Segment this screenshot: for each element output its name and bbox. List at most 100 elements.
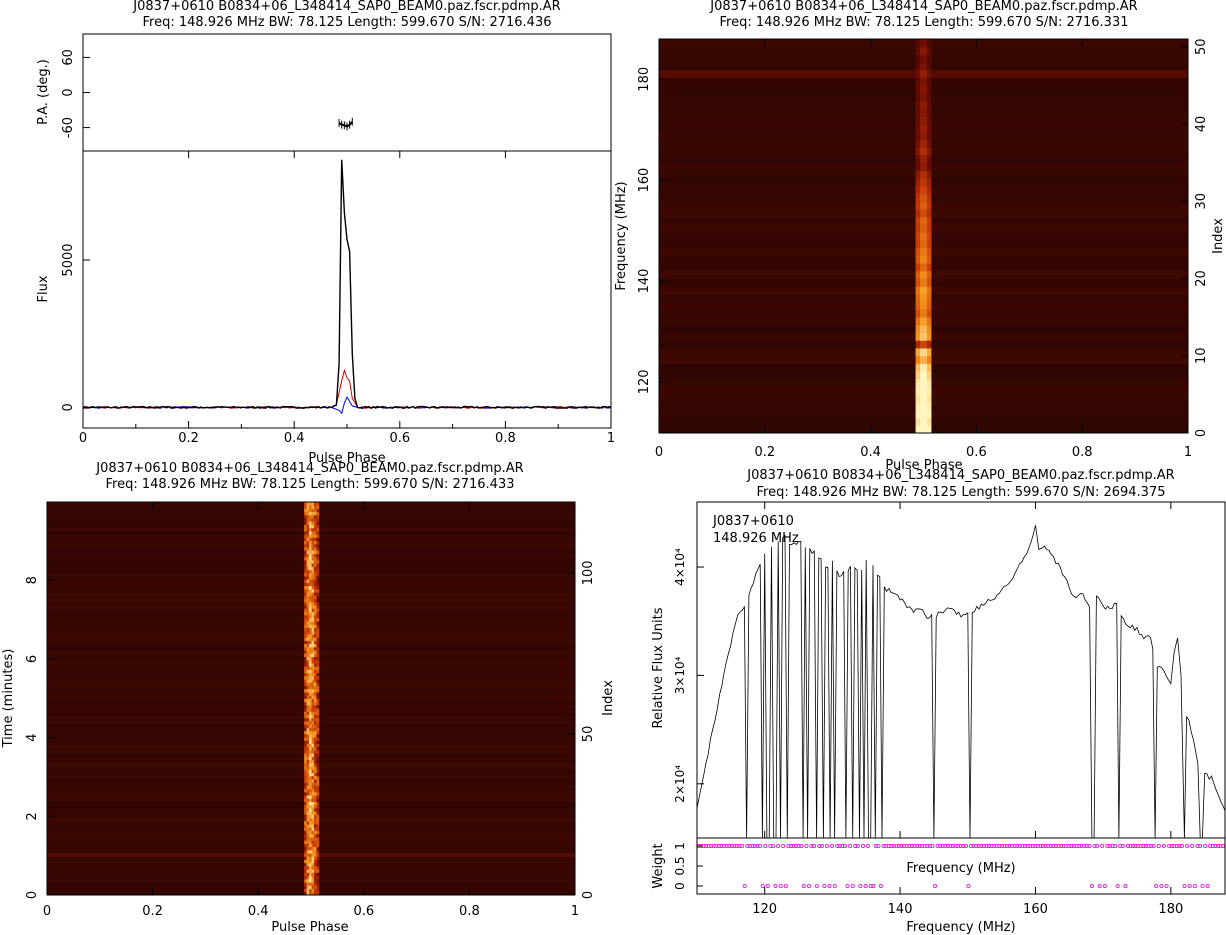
subint-pulse-cell — [311, 753, 315, 757]
subint-pulse-cell — [309, 608, 312, 612]
subint-pulse-cell — [304, 511, 307, 516]
weight-point — [706, 843, 711, 849]
subint-pulse-cell — [306, 502, 310, 506]
subint-pulse-cell — [313, 801, 317, 806]
subint-pulse-cell — [316, 843, 320, 848]
subint-pulse-cell — [313, 572, 317, 577]
subint-pulse-cell — [304, 875, 307, 880]
subint-pulse-cell — [304, 714, 307, 719]
weight-point — [1012, 843, 1017, 849]
channel-pulse-core — [920, 255, 927, 264]
subint-pulse-cell — [306, 682, 310, 687]
subint-pulse-cell — [316, 505, 320, 509]
weight-point — [1025, 843, 1030, 849]
pa-y-tick-label: 0 — [61, 88, 76, 96]
subint-pulse-cell — [313, 846, 317, 851]
subint-pulse-cell — [304, 556, 307, 561]
subint-pulse-cell — [306, 508, 310, 513]
subint-pulse-cell — [316, 808, 320, 812]
channel-pulse-core — [920, 116, 927, 125]
subint-pulse-cell — [313, 869, 317, 873]
subint-pulse-cell — [309, 750, 312, 754]
subint-pulse-cell — [311, 669, 315, 674]
subint-pulse-cell — [306, 811, 310, 815]
weight-point — [758, 843, 763, 849]
subint-pulse-cell — [306, 817, 310, 822]
subint-pulse-cell — [306, 862, 310, 867]
subint-pulse-cell — [304, 785, 307, 790]
subint-pulse-cell — [309, 869, 312, 873]
pt-x-tick-label: 0.8 — [459, 904, 480, 919]
subint-pulse-cell — [309, 833, 312, 838]
wt-x-tick-label: 140 — [888, 902, 913, 917]
profile-x-tick-label: 1 — [607, 431, 615, 446]
subint-pulse-cell — [304, 669, 307, 674]
subint-pulse-cell — [316, 849, 320, 854]
phase-time-pulse — [304, 502, 320, 896]
subint-pulse-cell — [304, 804, 307, 809]
channel-pulse-core — [920, 324, 927, 333]
weight-point — [1084, 843, 1089, 849]
subint-pulse-cell — [306, 666, 310, 670]
subint-pulse-cell — [311, 659, 315, 664]
weight-point — [1169, 843, 1174, 849]
subint-pulse-cell — [309, 711, 312, 716]
subint-pulse-cell — [316, 524, 320, 529]
subint-pulse-cell — [313, 502, 317, 506]
channel-pulse-core — [920, 394, 927, 403]
weight-point — [1120, 843, 1125, 849]
subint-pulse-cell — [304, 888, 307, 893]
subint-pulse-cell — [316, 530, 320, 535]
subint-pulse-cell — [306, 679, 310, 683]
subint-pulse-cell — [304, 798, 307, 802]
subint-pulse-cell — [316, 730, 320, 735]
wt-x-tick-label: 120 — [752, 902, 777, 917]
pt-y-tick-label: 2 — [25, 812, 40, 820]
subint-pulse-cell — [316, 746, 320, 751]
channel-pulse-core — [920, 54, 927, 63]
subint-pulse-cell — [313, 617, 317, 622]
subint-pulse-cell — [311, 508, 315, 513]
subint-pulse-cell — [316, 717, 320, 722]
weight-point — [935, 843, 940, 849]
subint-pulse-cell — [304, 830, 307, 835]
weight-point — [989, 843, 994, 849]
phase-frequency-pulse — [915, 39, 932, 434]
subint-pulse-cell — [306, 746, 310, 751]
subint-pulse-cell — [309, 885, 312, 889]
pf-y-right-tick-label: 50 — [1194, 38, 1209, 55]
weight-point — [863, 883, 868, 889]
subint-pulse-cell — [309, 630, 312, 635]
subint-pulse-cell — [311, 550, 315, 554]
weight-point — [781, 843, 786, 849]
subint-pulse-cell — [304, 717, 307, 722]
subint-pulse-cell — [316, 634, 320, 638]
subint-pulse-cell — [306, 521, 310, 525]
flux-total-intensity — [82, 159, 612, 410]
subint-pulse-cell — [311, 785, 315, 790]
subint-pulse-cell — [313, 891, 317, 896]
subint-pulse-cell — [313, 595, 317, 600]
pf-y-tick-label: 160 — [637, 168, 652, 193]
subint-pulse-cell — [306, 550, 310, 554]
subint-pulse-cell — [316, 814, 320, 819]
channel-pulse-core — [920, 201, 927, 210]
weight-point — [968, 843, 974, 849]
subint-pulse-cell — [316, 801, 320, 806]
weight-point — [1185, 843, 1190, 849]
subint-pulse-cell — [309, 714, 312, 719]
subint-pulse-cell — [316, 527, 320, 532]
subint-pulse-cell — [316, 853, 320, 857]
subint-pulse-cell — [313, 740, 317, 744]
weight-point — [824, 843, 830, 849]
subint-pulse-cell — [304, 621, 307, 625]
subint-pulse-cell — [316, 566, 320, 571]
weight-point — [806, 883, 812, 889]
subint-pulse-cell — [313, 630, 317, 635]
subint-pulse-cell — [316, 663, 320, 667]
subint-pulse-cell — [304, 688, 307, 693]
subint-pulse-cell — [313, 885, 317, 889]
subint-pulse-cell — [313, 824, 317, 828]
channel-pulse-core — [920, 348, 927, 357]
subint-pulse-cell — [309, 653, 312, 658]
